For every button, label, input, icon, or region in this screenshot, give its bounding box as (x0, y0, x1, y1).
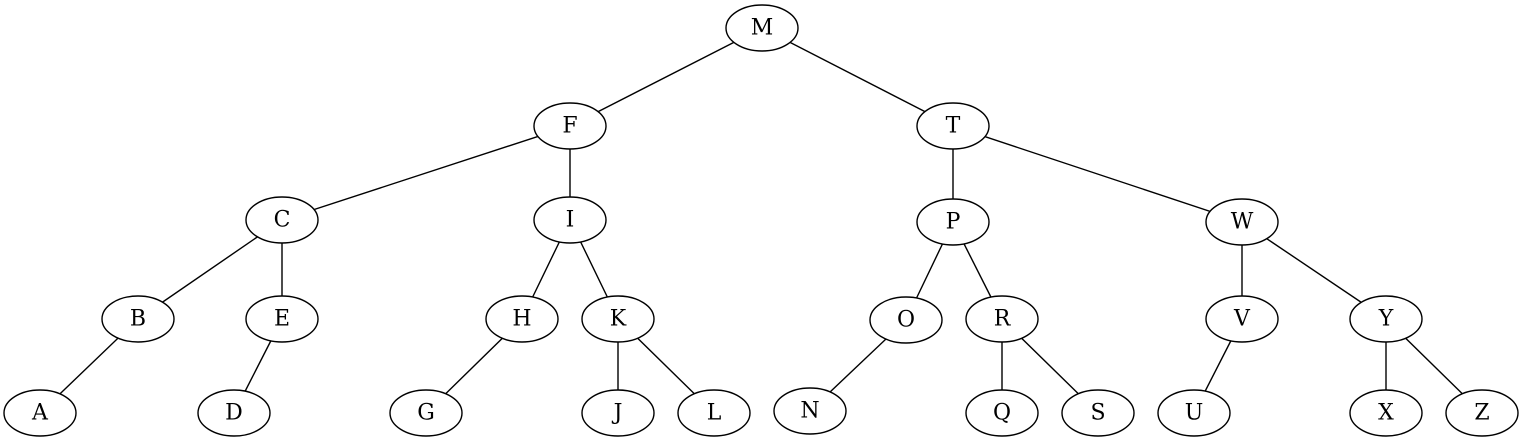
edge-t-w (952, 125, 1243, 223)
node-ellipse-q (965, 389, 1039, 437)
tree-node-n: N (773, 387, 847, 435)
node-ellipse-c (245, 196, 319, 244)
node-ellipse-y (1349, 295, 1423, 343)
edge-m-f (569, 27, 763, 127)
node-ellipse-a (3, 389, 77, 437)
node-ellipse-v (1205, 295, 1279, 343)
tree-node-l: L (677, 389, 751, 437)
tree-node-p: P (916, 198, 990, 246)
tree-node-z: Z (1445, 389, 1519, 437)
node-ellipse-d (197, 389, 271, 437)
node-ellipse-x (1349, 389, 1423, 437)
node-label-w: W (1231, 210, 1254, 235)
tree-node-m: M (725, 4, 799, 52)
node-ellipse-g (389, 389, 463, 437)
node-label-a: A (31, 401, 49, 426)
tree-node-v: V (1205, 295, 1279, 343)
node-ellipse-n (773, 387, 847, 435)
node-ellipse-h (485, 295, 559, 343)
tree-node-e: E (245, 295, 319, 343)
tree-node-b: B (101, 295, 175, 343)
node-label-x: X (1378, 401, 1394, 426)
node-ellipse-m (725, 4, 799, 52)
node-label-o: O (897, 308, 915, 333)
tree-node-o: O (869, 296, 943, 344)
tree-node-w: W (1205, 198, 1279, 246)
edge-m-t (761, 27, 954, 127)
edge-f-c (281, 125, 571, 221)
node-ellipse-z (1445, 389, 1519, 437)
node-label-n: N (800, 399, 819, 424)
tree-node-h: H (485, 295, 559, 343)
node-ellipse-j (581, 389, 655, 437)
node-label-p: P (946, 210, 961, 235)
node-label-s: S (1090, 401, 1105, 426)
tree-node-y: Y (1349, 295, 1423, 343)
tree-node-j: J (581, 389, 655, 437)
tree-node-x: X (1349, 389, 1423, 437)
tree-node-f: F (533, 102, 607, 150)
tree-node-k: K (581, 295, 655, 343)
node-label-l: L (707, 401, 722, 426)
node-label-e: E (274, 307, 290, 332)
node-ellipse-t (916, 102, 990, 150)
node-label-i: I (566, 208, 575, 233)
node-label-d: D (225, 401, 243, 426)
node-label-g: G (417, 401, 435, 426)
tree-node-g: G (389, 389, 463, 437)
node-label-j: J (612, 401, 623, 426)
node-label-q: Q (993, 401, 1011, 426)
node-label-m: M (751, 16, 774, 41)
node-label-k: K (610, 307, 627, 332)
node-ellipse-u (1157, 389, 1231, 437)
node-ellipse-o (869, 296, 943, 344)
tree-node-q: Q (965, 389, 1039, 437)
node-label-y: Y (1378, 307, 1394, 332)
node-label-t: T (946, 114, 961, 139)
tree-node-r: R (965, 295, 1039, 343)
tree-node-s: S (1061, 389, 1135, 437)
node-ellipse-e (245, 295, 319, 343)
node-ellipse-r (965, 295, 1039, 343)
node-label-b: B (130, 307, 146, 332)
node-ellipse-l (677, 389, 751, 437)
tree-node-t: T (916, 102, 990, 150)
node-label-z: Z (1474, 401, 1489, 426)
node-label-c: C (274, 208, 291, 233)
node-label-r: R (994, 307, 1012, 332)
node-ellipse-f (533, 102, 607, 150)
node-label-f: F (562, 114, 577, 139)
node-ellipse-p (916, 198, 990, 246)
tree-node-c: C (245, 196, 319, 244)
nodes-layer: M F T C I P W B E H K O R V Y A D G J L N Q S U X Z (3, 4, 1519, 437)
tree-node-i: I (533, 196, 607, 244)
node-ellipse-k (581, 295, 655, 343)
tree-node-a: A (3, 389, 77, 437)
node-ellipse-w (1205, 198, 1279, 246)
node-ellipse-i (533, 196, 607, 244)
tree-node-u: U (1157, 389, 1231, 437)
node-label-u: U (1185, 401, 1204, 426)
node-label-h: H (512, 307, 531, 332)
node-label-v: V (1233, 307, 1251, 332)
node-ellipse-s (1061, 389, 1135, 437)
node-ellipse-b (101, 295, 175, 343)
tree-node-d: D (197, 389, 271, 437)
